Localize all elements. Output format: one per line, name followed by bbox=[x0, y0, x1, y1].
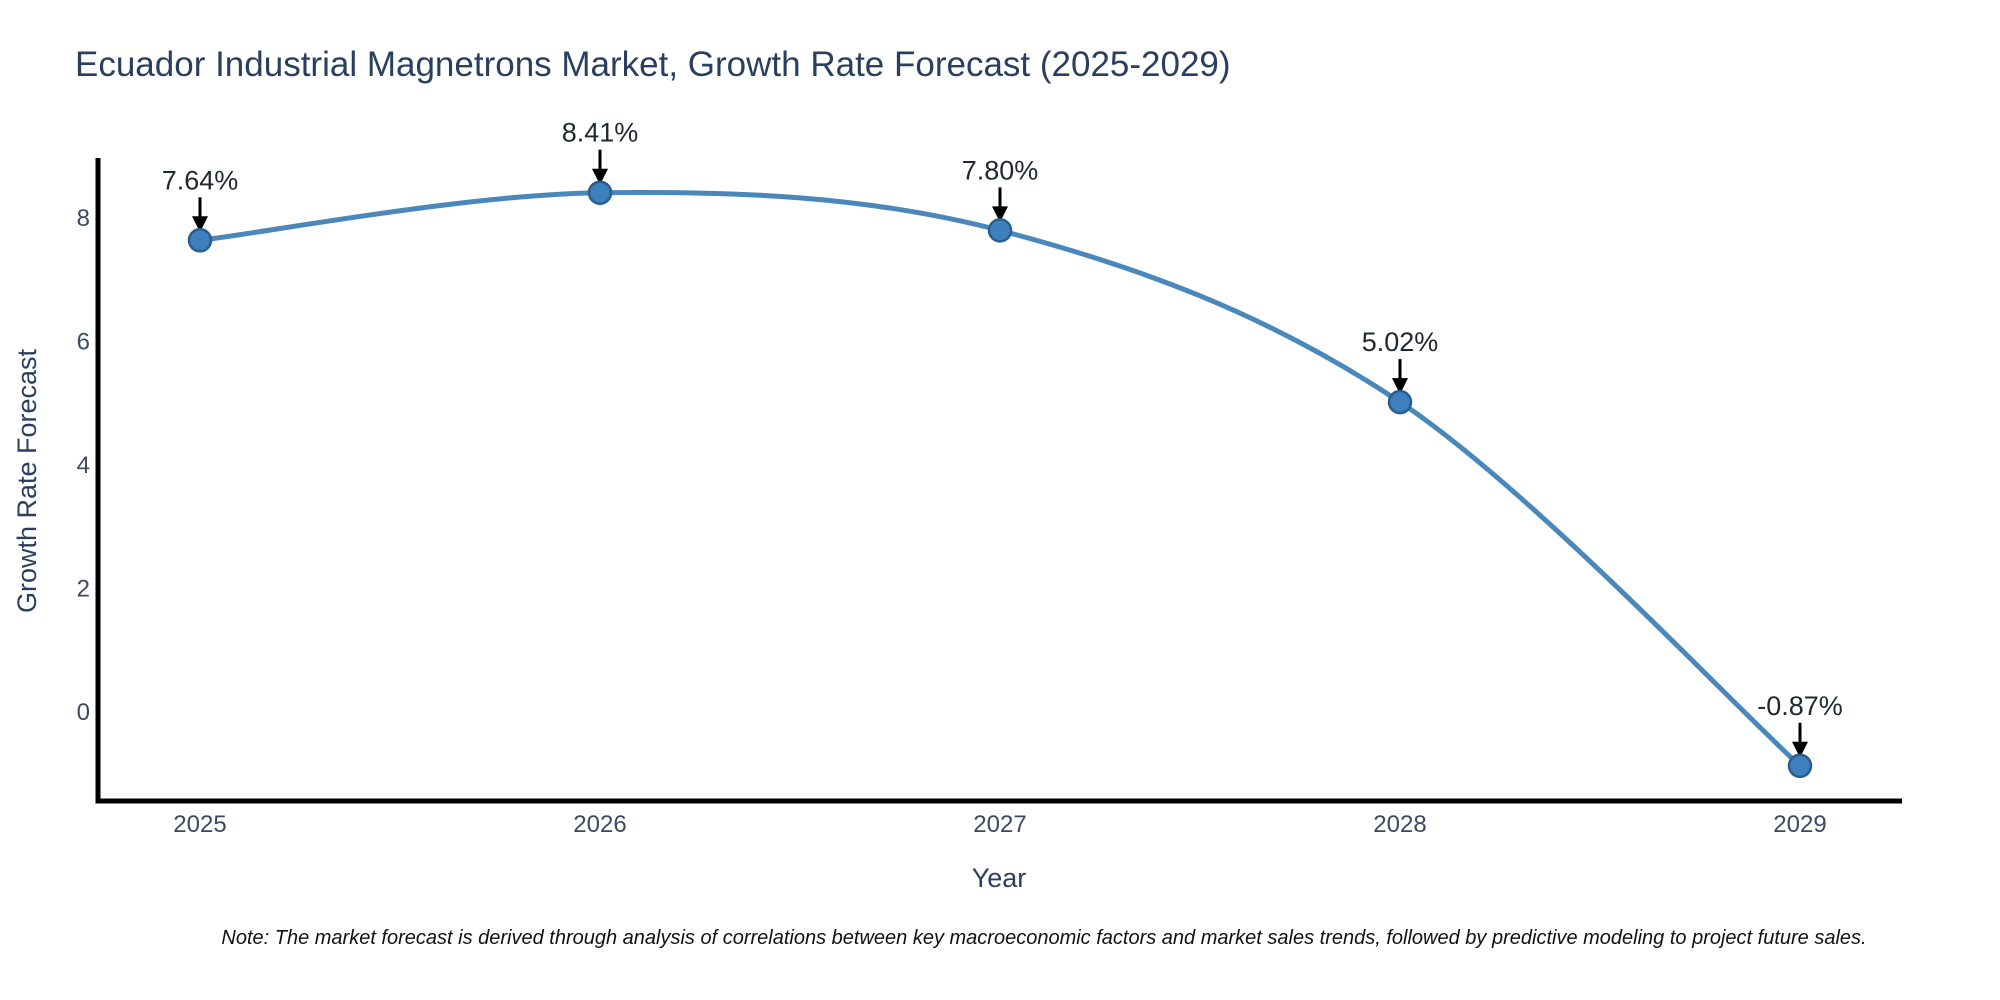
data-point bbox=[587, 180, 613, 205]
x-tick-label: 2025 bbox=[173, 811, 226, 838]
x-tick-label: 2029 bbox=[1773, 811, 1826, 838]
annotation-arrowhead bbox=[992, 206, 1008, 223]
annotation-arrowhead bbox=[192, 216, 208, 233]
y-tick-label: 6 bbox=[77, 329, 90, 356]
point-annotation: 8.41% bbox=[562, 118, 639, 148]
x-tick-label: 2028 bbox=[1373, 811, 1426, 838]
point-annotation: 7.80% bbox=[962, 155, 1039, 185]
point-annotation: -0.87% bbox=[1757, 691, 1843, 721]
y-tick-label: 8 bbox=[77, 205, 90, 232]
plot-area: 0 2 4 6 8 2025 2026 2027 2028 2029 7.64% 8.41% 7.80%… bbox=[77, 118, 1843, 838]
x-tick-label: 2027 bbox=[973, 811, 1026, 838]
y-tick-label: 0 bbox=[77, 699, 90, 726]
data-point bbox=[187, 228, 213, 253]
y-tick-label: 4 bbox=[77, 452, 90, 479]
y-tick-label: 2 bbox=[77, 576, 90, 603]
annotation-arrowhead bbox=[1392, 378, 1408, 395]
data-point bbox=[1787, 753, 1813, 779]
data-point bbox=[1387, 389, 1413, 415]
x-axis-title: Year bbox=[972, 863, 1027, 893]
point-annotation: 7.64% bbox=[162, 165, 239, 195]
trend-line bbox=[197, 189, 1803, 769]
footnote: Note: The market forecast is derived thr… bbox=[221, 927, 1866, 949]
chart-title: Ecuador Industrial Magnetrons Market, Gr… bbox=[75, 45, 1231, 84]
data-point bbox=[987, 218, 1013, 243]
y-axis-title: Growth Rate Forecast bbox=[12, 348, 42, 613]
point-annotation: 5.02% bbox=[1362, 327, 1439, 357]
annotation-arrowhead bbox=[592, 168, 608, 185]
annotation-arrowhead bbox=[1792, 741, 1808, 758]
x-tick-label: 2026 bbox=[573, 811, 626, 838]
